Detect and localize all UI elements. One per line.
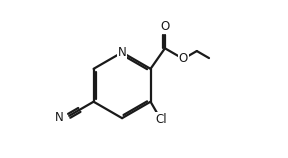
Text: Cl: Cl: [155, 113, 166, 126]
Text: N: N: [55, 111, 64, 124]
Text: O: O: [160, 20, 170, 33]
Text: N: N: [118, 46, 126, 59]
Text: O: O: [179, 52, 188, 65]
